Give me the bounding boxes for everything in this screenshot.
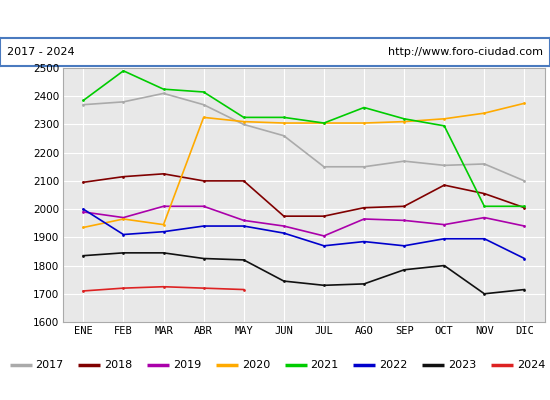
Text: 2018: 2018 [104,360,133,370]
Text: 2024: 2024 [517,360,545,370]
Text: 2020: 2020 [242,360,270,370]
Text: 2017: 2017 [35,360,64,370]
Text: http://www.foro-ciudad.com: http://www.foro-ciudad.com [388,47,543,57]
Text: 2017 - 2024: 2017 - 2024 [7,47,74,57]
Text: 2019: 2019 [173,360,201,370]
Text: 2023: 2023 [448,360,476,370]
Text: 2021: 2021 [310,360,339,370]
Text: Evolucion del paro registrado en Alfafar: Evolucion del paro registrado en Alfafar [130,12,420,26]
Text: 2022: 2022 [379,360,408,370]
